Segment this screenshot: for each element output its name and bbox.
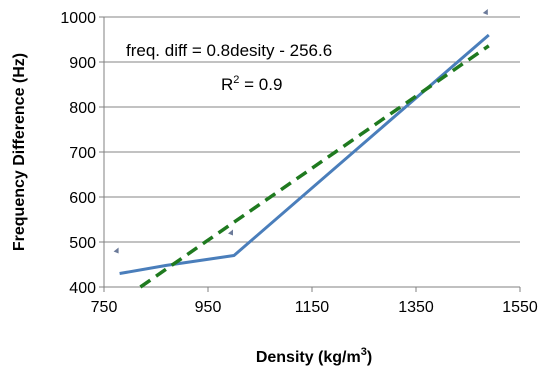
r-squared: R2 = 0.9 xyxy=(221,74,282,94)
point-marker xyxy=(228,229,233,236)
x-tick-label: 1150 xyxy=(295,299,330,316)
y-tick-label: 500 xyxy=(69,235,96,252)
y-tick-labels: 400 500 600 700 800 900 1000 xyxy=(60,10,104,297)
x-axis-title: Density (kg/m3) xyxy=(256,346,372,366)
x-tick-label: 1350 xyxy=(398,299,434,316)
x-tick-label: 1550 xyxy=(502,299,538,316)
measured-series xyxy=(119,33,490,275)
regression-equation: freq. diff = 0.8desity - 256.6 xyxy=(126,41,332,60)
y-axis-title: Frequency Difference (Hz) xyxy=(11,53,28,251)
series-group xyxy=(113,9,490,289)
y-tick-label: 400 xyxy=(69,280,96,297)
point-marker xyxy=(482,9,488,15)
grid-lines xyxy=(104,16,520,243)
y-tick-label: 900 xyxy=(69,55,96,72)
x-tick-labels: 750 950 1150 1350 1550 xyxy=(91,287,538,316)
y-tick-label: 600 xyxy=(69,190,96,207)
x-tick-label: 950 xyxy=(195,299,222,316)
y-tick-label: 700 xyxy=(69,145,96,162)
point-marker xyxy=(113,247,119,254)
y-tick-label: 800 xyxy=(69,100,96,117)
trendline-series xyxy=(139,44,490,289)
x-tick-label: 750 xyxy=(91,299,118,316)
y-tick-label: 1000 xyxy=(60,10,96,27)
